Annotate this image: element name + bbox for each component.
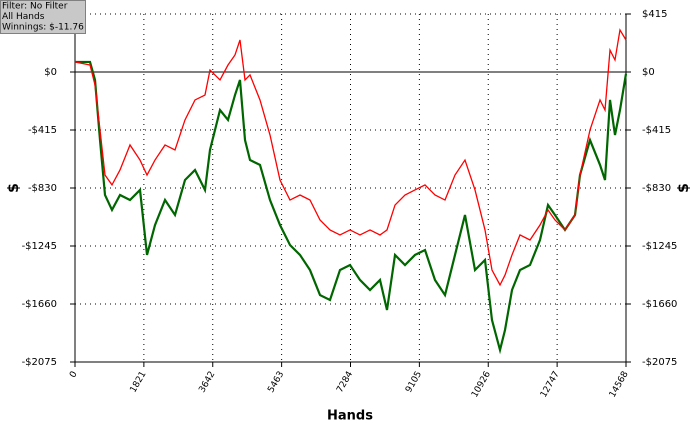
series-line xyxy=(74,28,627,287)
y-tick-label-right: $0 xyxy=(642,67,655,78)
y-tick-label: -$1245 xyxy=(22,241,57,252)
y-tick-label-right: -$1245 xyxy=(642,241,677,252)
x-axis-title: Hands xyxy=(327,409,373,424)
y-axis-title: $ xyxy=(6,183,22,193)
series-line xyxy=(75,60,628,355)
y-tick-label-right: -$2075 xyxy=(642,357,677,368)
y-tick-label-right: -$1660 xyxy=(642,299,677,310)
y-tick-label-right: -$415 xyxy=(642,125,671,136)
legend-text: All Hands xyxy=(2,12,45,22)
x-tick-label: 5463 xyxy=(266,370,286,395)
y-tick-label-right: $415 xyxy=(642,9,667,20)
y-tick-label: -$2075 xyxy=(22,357,57,368)
x-tick-label: 3642 xyxy=(197,370,217,395)
x-tick-label: 7284 xyxy=(335,370,355,395)
x-tick-label: 14568 xyxy=(608,370,631,400)
legend-text: Filter: No Filter xyxy=(2,2,68,12)
y-tick-label-right: -$830 xyxy=(642,183,671,194)
x-tick-label: 10926 xyxy=(470,370,493,400)
legend-text: Winnings: $-11.76 xyxy=(2,23,84,33)
y-tick-label: -$1660 xyxy=(22,299,57,310)
x-tick-label: 0 xyxy=(68,370,80,380)
y-tick-label: -$415 xyxy=(28,125,57,136)
y-axis-title-right: $ xyxy=(676,183,692,193)
x-tick-label: 9105 xyxy=(404,370,424,395)
x-tick-label: 12747 xyxy=(539,370,562,400)
y-tick-label: -$830 xyxy=(28,183,57,194)
y-tick-label: $0 xyxy=(44,67,57,78)
x-tick-label: 1821 xyxy=(129,370,149,395)
legend-box xyxy=(0,0,86,34)
